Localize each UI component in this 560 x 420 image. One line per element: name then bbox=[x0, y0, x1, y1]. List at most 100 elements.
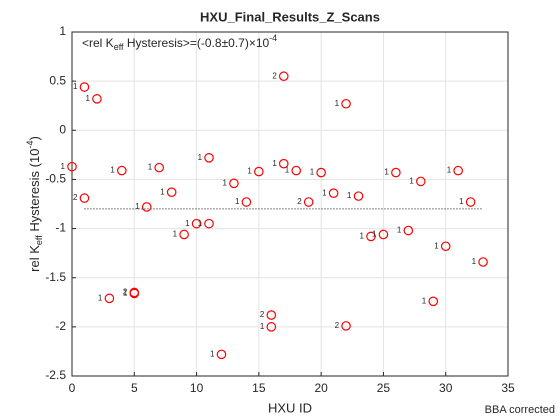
point-label: 1 bbox=[85, 94, 90, 103]
point bbox=[278, 71, 289, 82]
y-tick-label: -1 bbox=[55, 221, 66, 235]
point-label: 1 bbox=[447, 166, 452, 175]
point bbox=[254, 166, 264, 177]
point bbox=[204, 153, 214, 163]
point-label: 1 bbox=[198, 153, 203, 162]
point-label: 1 bbox=[347, 191, 352, 200]
point-label: 1 bbox=[135, 202, 140, 211]
annotation-part: -4 bbox=[269, 33, 277, 43]
point-label: 1 bbox=[235, 197, 240, 206]
point bbox=[79, 82, 90, 92]
point bbox=[366, 231, 376, 242]
point bbox=[67, 161, 77, 172]
point-label: 2 bbox=[123, 288, 128, 297]
point-label: 1 bbox=[372, 230, 377, 239]
y-tick-label: 0.5 bbox=[49, 73, 66, 87]
y-axis-label-part: eff bbox=[34, 235, 44, 245]
point bbox=[415, 176, 426, 187]
point bbox=[241, 197, 252, 207]
point bbox=[141, 202, 152, 212]
point bbox=[278, 158, 289, 169]
point bbox=[229, 178, 239, 189]
point-label: 1 bbox=[397, 226, 402, 235]
y-axis-label-part: rel K bbox=[27, 245, 42, 272]
y-tick-label: -1.5 bbox=[45, 270, 66, 284]
y-tick-label: -0.5 bbox=[45, 172, 66, 186]
x-tick-label: 30 bbox=[439, 381, 453, 395]
point bbox=[191, 218, 202, 229]
point bbox=[353, 191, 364, 201]
point bbox=[428, 296, 439, 307]
point-label: 1 bbox=[422, 296, 427, 305]
x-tick-label: 25 bbox=[377, 381, 391, 395]
x-tick-label: 15 bbox=[252, 381, 266, 395]
y-tick-label: -2 bbox=[55, 319, 66, 333]
y-axis-label-part: -4 bbox=[25, 141, 35, 149]
point-label: 1 bbox=[123, 289, 128, 298]
y-tick-label: 1 bbox=[59, 24, 66, 38]
x-axis-label: HXU ID bbox=[268, 400, 312, 415]
point bbox=[328, 188, 339, 198]
point-label: 1 bbox=[160, 187, 165, 196]
x-tick-label: 0 bbox=[69, 381, 76, 395]
point-label: 1 bbox=[222, 178, 227, 187]
x-tick-label: 35 bbox=[501, 381, 515, 395]
x-tick-label: 5 bbox=[131, 381, 138, 395]
point bbox=[166, 187, 177, 198]
point-label: 1 bbox=[272, 159, 277, 168]
point-label: 1 bbox=[148, 163, 153, 172]
point-label: 1 bbox=[61, 162, 66, 171]
point bbox=[341, 98, 351, 109]
axes-box bbox=[71, 31, 509, 377]
point-label: 1 bbox=[185, 219, 190, 228]
point-label: 1 bbox=[360, 232, 365, 241]
point-label: 1 bbox=[409, 177, 414, 186]
point bbox=[391, 167, 401, 178]
point bbox=[378, 229, 389, 240]
point-label: 1 bbox=[173, 230, 178, 239]
point bbox=[129, 288, 140, 299]
point bbox=[341, 321, 351, 331]
annotation: <rel Keff Hysteresis>=(-0.8±0.7)×10-4 bbox=[82, 33, 277, 52]
point bbox=[79, 193, 90, 203]
point-label: 1 bbox=[434, 241, 439, 250]
point bbox=[266, 310, 277, 320]
point bbox=[291, 165, 302, 176]
point-label: 1 bbox=[210, 349, 215, 358]
point bbox=[453, 165, 463, 176]
x-tick-label: 20 bbox=[314, 381, 328, 395]
point-label: 1 bbox=[247, 167, 252, 176]
footnote: BBA corrected bbox=[485, 404, 555, 416]
point-label: 2 bbox=[73, 193, 78, 202]
point-label: 1 bbox=[260, 322, 265, 331]
point bbox=[104, 293, 115, 304]
point-label: 1 bbox=[110, 166, 115, 175]
annotation-part: eff bbox=[114, 42, 124, 52]
y-tick-label: -2.5 bbox=[45, 368, 66, 382]
point-label: 1 bbox=[98, 293, 103, 302]
point-label: 1 bbox=[73, 82, 78, 91]
point-label: 1 bbox=[459, 197, 464, 206]
y-axis-label-part: Hysteresis (10 bbox=[27, 149, 42, 236]
point-label: 2 bbox=[297, 197, 302, 206]
annotation-part: Hysteresis>=(-0.8±0.7)×10 bbox=[124, 36, 270, 50]
point bbox=[465, 197, 476, 207]
point bbox=[266, 322, 277, 332]
point-label: 2 bbox=[335, 321, 340, 330]
point bbox=[117, 165, 127, 176]
point-label: 1 bbox=[285, 166, 290, 175]
chart-title: HXU_Final_Results_Z_Scans bbox=[200, 9, 380, 24]
y-axis-label-part: ) bbox=[27, 136, 42, 140]
point bbox=[478, 257, 488, 267]
y-axis-label: rel Keff Hysteresis (10-4) bbox=[25, 136, 44, 272]
point bbox=[204, 218, 214, 229]
point-label: 1 bbox=[384, 168, 389, 177]
point-label: 1 bbox=[310, 168, 315, 177]
point-label: 1 bbox=[335, 99, 340, 108]
x-tick-label: 10 bbox=[190, 381, 204, 395]
point bbox=[316, 167, 326, 178]
point bbox=[154, 162, 164, 173]
point bbox=[303, 197, 314, 207]
